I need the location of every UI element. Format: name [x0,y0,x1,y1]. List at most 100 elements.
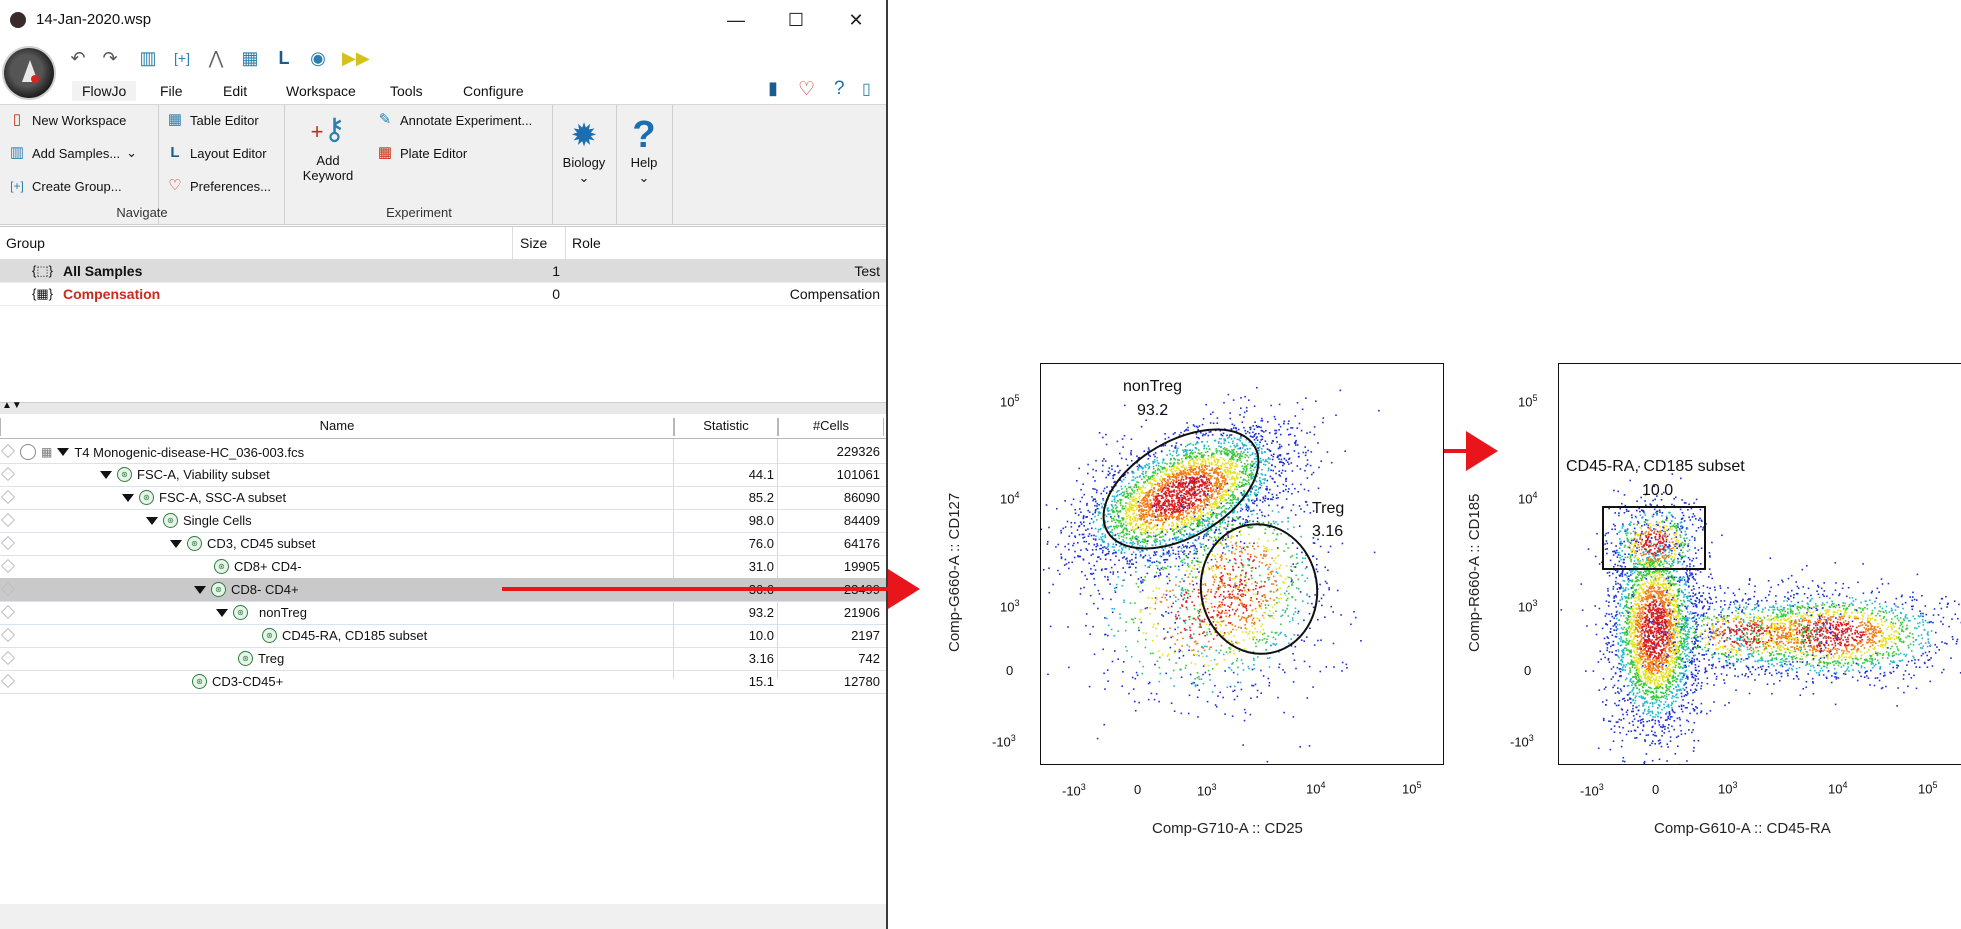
plot1-ytick: 103 [1000,598,1020,615]
add-samples-icon: ▥ [9,144,25,161]
table-editor-button[interactable]: ▦ Table Editor [167,111,259,128]
plot2-ytick: 104 [1518,490,1538,507]
redo-icon[interactable]: ↷ [102,48,118,68]
grid-icon: ▦ [41,445,53,459]
menu-bar: FlowJo File Edit Workspace Tools Configu… [0,78,886,104]
undo-icon[interactable]: ↶ [70,48,86,68]
plot1-gate-label-treg: Treg [1312,500,1345,517]
cells-column-header[interactable]: #Cells [778,418,884,436]
table-row[interactable]: ⊛ CD45-RA, CD185 subset 10.0 2197 [0,624,886,648]
gate-icon: ⊛ [211,582,226,597]
window-title: 14-Jan-2020.wsp [36,11,152,28]
layout-editor-button[interactable]: L Layout Editor [166,144,266,162]
expand-arrow-icon[interactable] [170,539,182,548]
plot2-gate-value: 10.0 [1642,482,1674,499]
plot1-xtick: 104 [1306,780,1326,797]
gate-icon: ⊛ [117,467,132,482]
gate-icon: ⊛ [163,513,178,528]
histogram-icon[interactable]: ⋀ [208,48,224,68]
chevron-down-icon: ⌄ [578,170,590,185]
plot1-xtick: 103 [1197,782,1217,799]
table-row[interactable]: ⊛ CD3-CD45+ 15.1 12780 [0,670,886,694]
table-row[interactable]: ⊛ nonTreg 93.2 21906 [0,601,886,625]
help-button[interactable]: ? Help ⌄ [622,115,666,186]
gate-icon: ⊛ [139,490,154,505]
create-group-icon: [+] [10,179,24,193]
refresh-icon[interactable]: ◉ [310,48,326,68]
forward-icon[interactable]: ▶▶ [342,48,370,68]
expand-arrow-icon[interactable] [122,493,134,502]
collapse-arrows-icon[interactable]: ▲▼ [2,400,22,411]
expand-arrow-icon[interactable] [146,516,158,525]
plot1-xtick: 105 [1402,780,1422,797]
menu-file[interactable]: File [160,83,183,99]
plot2-ytick: 103 [1518,598,1538,615]
pencil-icon: ✎ [378,111,392,128]
new-workspace-icon: ▯ [12,111,22,128]
menu-flowjo[interactable]: FlowJo [72,81,137,101]
biology-button[interactable]: ✹ Biology ⌄ [558,115,610,186]
new-workspace-button[interactable]: ▯ New Workspace [8,111,127,129]
role-column-header[interactable]: Role [572,235,601,251]
table-editor-icon[interactable]: ▦ [241,48,259,68]
expand-arrow-icon[interactable] [216,608,228,617]
menu-workspace[interactable]: Workspace [286,83,356,99]
preferences-button[interactable]: ♡ Preferences... [166,177,271,195]
name-column-header[interactable]: Name [0,418,674,436]
document-icon[interactable]: ▯ [862,81,871,98]
table-row[interactable]: ⊛ Single Cells 98.0 84409 [0,509,886,533]
navigate-group-label: Navigate [116,205,168,220]
panel-splitter[interactable]: ▲▼ [0,400,886,415]
plot2-gate-rectangle[interactable] [1602,506,1706,570]
create-group-button[interactable]: [+] Create Group... [8,177,121,195]
expand-arrow-icon[interactable] [100,470,112,479]
menu-edit[interactable]: Edit [223,83,248,99]
plot1-gate-treg[interactable] [1191,515,1328,663]
plate-editor-button[interactable]: ▦ Plate Editor [377,144,468,161]
plot1-gate-nontreg[interactable] [1083,405,1278,573]
table-row[interactable]: ⊛ FSC-A, SSC-A subset 85.2 86090 [0,486,886,510]
group-icon: {⬚} [32,263,53,278]
plot1-frame [1040,363,1444,765]
table-row[interactable]: ⊛ CD3, CD45 subset 76.0 64176 [0,532,886,556]
add-samples-button[interactable]: ▥ Add Samples... ⌄ [9,144,138,161]
table-row[interactable]: ⊛ Treg 3.16 742 [0,647,886,671]
plot2-xtick: -103 [1580,782,1604,799]
layout-editor-icon[interactable]: L [278,48,290,68]
group-row-all-samples[interactable]: {⬚} All Samples 1 Test [0,260,886,283]
plot1-xtick: 0 [1134,782,1142,797]
chevron-down-icon: ⌄ [638,170,650,185]
group-table-header: Group Size Role [0,227,886,260]
bookmark-icon[interactable]: ▮ [768,78,778,98]
expand-arrow-icon[interactable] [57,448,70,456]
heart-icon[interactable]: ♡ [798,79,816,100]
group-column-header[interactable]: Group [6,235,45,251]
plot2-xtick: 0 [1652,782,1660,797]
gate-icon: ⊛ [233,605,248,620]
plot2-xtick: 105 [1918,780,1938,797]
table-row[interactable]: ▦ T4 Monogenic-disease-HC_036-003.fcs 22… [0,440,886,464]
annotate-experiment-button[interactable]: ✎ Annotate Experiment... [376,111,533,129]
size-column-header[interactable]: Size [520,235,548,251]
flowjo-logo-icon[interactable] [4,48,54,98]
statistic-column-header[interactable]: Statistic [674,418,778,436]
chevron-down-icon[interactable]: ⌄ [126,145,138,160]
close-button[interactable]: ✕ [848,10,864,30]
group-row-compensation[interactable]: {▦} Compensation 0 Compensation [0,283,886,306]
menu-tools[interactable]: Tools [390,83,423,99]
compensation-group-icon: {▦} [32,286,53,301]
create-group-icon[interactable]: [+] [174,50,190,66]
add-samples-icon[interactable]: ▥ [139,48,157,68]
table-editor-icon: ▦ [167,111,183,128]
add-keyword-button[interactable]: +⚷ Add Keyword [296,109,360,183]
title-bar: 14-Jan-2020.wsp — ☐ ✕ [0,0,886,40]
sample-status-icon[interactable] [20,444,36,460]
sun-icon: ✹ [570,117,598,153]
key-icon: +⚷ [310,113,346,146]
minimize-button[interactable]: — [727,10,745,30]
table-row[interactable]: ⊛ FSC-A, Viability subset 44.1 101061 [0,463,886,487]
help-icon[interactable]: ? [834,78,845,99]
expand-arrow-icon[interactable] [194,585,206,594]
menu-configure[interactable]: Configure [463,83,524,99]
maximize-button[interactable]: ☐ [787,10,805,30]
